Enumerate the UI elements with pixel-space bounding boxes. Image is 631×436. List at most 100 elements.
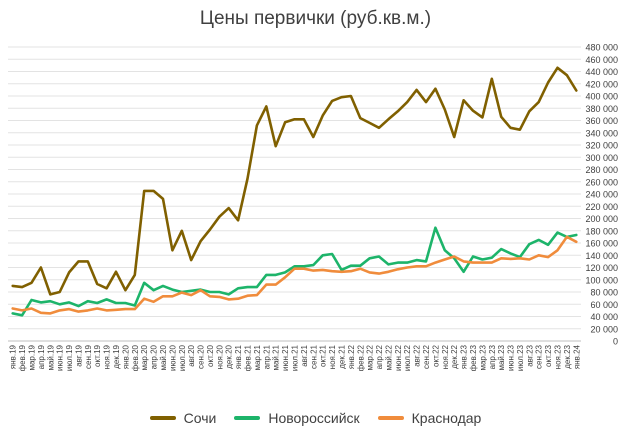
legend-item: Новороссийск [234, 410, 360, 426]
x-tick-label: ноя.21 [328, 344, 337, 369]
x-tick-label: апр.20 [150, 344, 159, 369]
x-tick-label: сен.22 [422, 344, 431, 369]
y-tick-label: 340 000 [585, 128, 618, 138]
x-tick-label: окт.19 [93, 344, 102, 366]
x-tick-label: май.22 [384, 344, 393, 370]
x-tick-label: май.21 [272, 344, 281, 370]
y-tick-label: 20 000 [590, 324, 618, 334]
x-tick-label: авг.22 [413, 344, 422, 366]
x-tick-label: ноя.20 [215, 344, 224, 369]
legend-swatch [377, 416, 404, 420]
x-tick-label: фев.22 [356, 344, 365, 371]
x-tick-label: сен.19 [84, 344, 93, 369]
x-tick-label: ноя.23 [554, 344, 563, 369]
y-tick-label: 400 000 [585, 92, 618, 102]
x-tick-label: мар.21 [253, 344, 262, 370]
x-tick-label: янв.22 [347, 344, 356, 369]
y-tick-label: 280 000 [585, 165, 618, 175]
x-tick-label: мар.19 [27, 344, 36, 370]
y-tick-label: 260 000 [585, 177, 618, 187]
legend-label: Сочи [183, 410, 217, 426]
x-tick-label: янв.21 [234, 344, 243, 369]
y-tick-label: 0 [613, 337, 618, 347]
x-tick-label: фев.19 [18, 344, 27, 371]
y-tick-label: 320 000 [585, 141, 618, 151]
x-tick-label: янв.23 [460, 344, 469, 369]
x-tick-label: окт.22 [431, 344, 440, 366]
x-tick-label: май.19 [46, 344, 55, 370]
x-tick-label: ноя.19 [103, 344, 112, 369]
x-tick-label: сен.23 [535, 344, 544, 369]
x-tick-label: янв.24 [572, 344, 581, 369]
x-tick-label: ноя.22 [441, 344, 450, 369]
y-tick-label: 120 000 [585, 263, 618, 273]
x-tick-label: май.20 [159, 344, 168, 370]
y-tick-label: 80 000 [590, 288, 618, 298]
x-tick-label: окт.23 [544, 344, 553, 366]
x-tick-label: июл.23 [516, 344, 525, 371]
y-tick-label: 240 000 [585, 190, 618, 200]
legend-label: Краснодар [411, 410, 482, 426]
y-tick-label: 160 000 [585, 239, 618, 249]
x-tick-label: авг.21 [300, 344, 309, 366]
x-tick-label: окт.21 [319, 344, 328, 366]
x-tick-label: дек.20 [225, 344, 234, 368]
y-tick-label: 200 000 [585, 214, 618, 224]
x-tick-label: окт.20 [206, 344, 215, 366]
y-tick-label: 60 000 [590, 300, 618, 310]
y-tick-label: 300 000 [585, 153, 618, 163]
x-tick-label: дек.19 [112, 344, 121, 368]
x-tick-label: июл.22 [403, 344, 412, 371]
legend-swatch [234, 416, 261, 420]
legend-item: Сочи [149, 410, 217, 426]
y-tick-label: 40 000 [590, 312, 618, 322]
x-tick-label: июн.23 [507, 344, 516, 371]
x-tick-label: авг.23 [525, 344, 534, 366]
x-tick-label: апр.23 [488, 344, 497, 369]
y-tick-label: 480 000 [585, 43, 618, 53]
x-tick-label: дек.21 [337, 344, 346, 368]
x-tick-label: сен.21 [309, 344, 318, 369]
x-tick-label: июн.19 [56, 344, 65, 371]
x-tick-label: фев.20 [131, 344, 140, 371]
x-tick-label: сен.20 [197, 344, 206, 369]
series-line [11, 235, 578, 315]
x-tick-label: янв.20 [121, 344, 130, 369]
y-tick-label: 440 000 [585, 67, 618, 77]
y-tick-label: 460 000 [585, 55, 618, 65]
y-tick-label: 220 000 [585, 202, 618, 212]
x-tick-label: дек.22 [450, 344, 459, 368]
x-tick-label: июн.20 [168, 344, 177, 371]
x-tick-label: апр.21 [262, 344, 271, 369]
y-tick-label: 100 000 [585, 275, 618, 285]
chart-title: Цены первички (руб.кв.м.) [199, 8, 432, 29]
x-tick-label: дек.23 [563, 344, 572, 368]
x-tick-label: авг.19 [74, 344, 83, 366]
x-tick-label: апр.19 [37, 344, 46, 369]
x-tick-label: фев.23 [469, 344, 478, 371]
y-tick-label: 180 000 [585, 226, 618, 236]
legend-label: Новороссийск [268, 410, 360, 426]
x-tick-label: мар.20 [140, 344, 149, 370]
y-tick-label: 420 000 [585, 79, 618, 89]
x-tick-label: авг.20 [187, 344, 196, 366]
x-tick-label: июл.20 [178, 344, 187, 371]
legend-item: Краснодар [377, 410, 482, 426]
x-tick-label: июн.21 [281, 344, 290, 371]
chart-legend: Сочи Новороссийск Краснодар [0, 410, 631, 426]
x-tick-label: фев.21 [244, 344, 253, 371]
x-tick-label: апр.22 [375, 344, 384, 369]
series-line [11, 226, 578, 317]
x-tick-label: июн.22 [394, 344, 403, 371]
x-tick-label: мар.23 [478, 344, 487, 370]
legend-swatch [149, 416, 176, 420]
x-tick-label: июл.21 [291, 344, 300, 371]
y-tick-label: 380 000 [585, 104, 618, 114]
series-line [11, 66, 578, 296]
x-tick-label: янв.19 [9, 344, 18, 369]
y-tick-label: 360 000 [585, 116, 618, 126]
y-tick-label: 140 000 [585, 251, 618, 261]
x-tick-label: май.23 [497, 344, 506, 370]
